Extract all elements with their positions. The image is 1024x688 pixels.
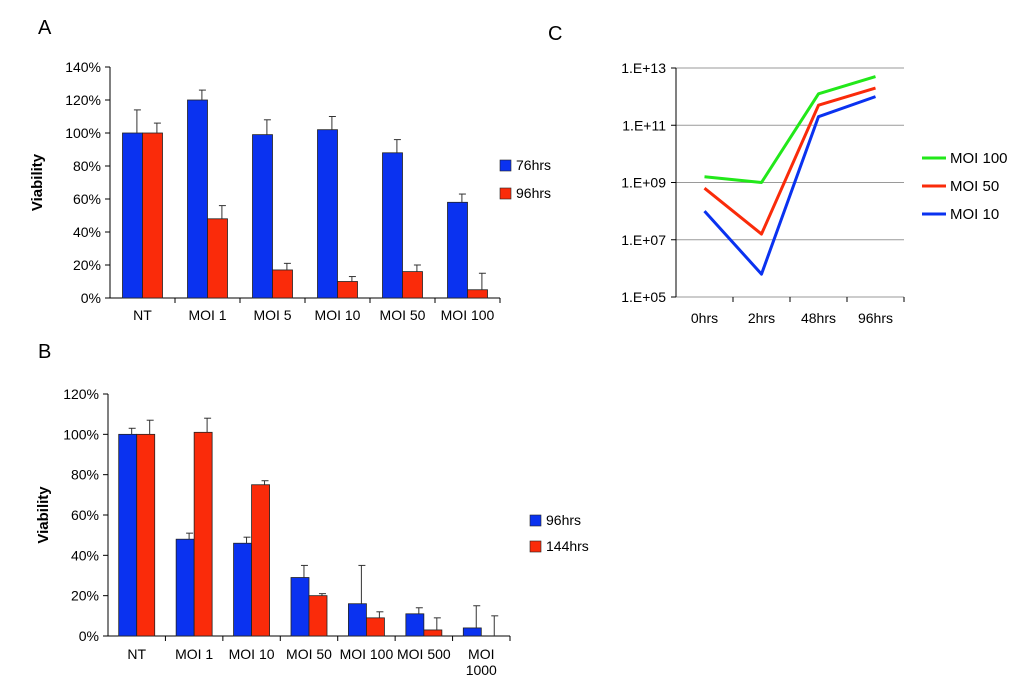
x-tick-label: MOI 500 [397,646,451,662]
chart-a: 0% 20% 40% 60% 80% 100% 120% 140% Viability NT MOI… [29,59,551,323]
y-tick-label: 1.E+13 [621,60,666,76]
x-tick-label-line: MOI [468,646,494,662]
y-tick-label: 100% [65,125,101,141]
bar-76hrs [187,99,208,299]
panel-label-c: C [548,23,562,45]
x-tick-label-line: MOI 100 [441,307,495,323]
x-tick-label-line: 1000 [466,662,497,678]
x-tick-label-line: MOI 50 [286,646,332,662]
y-tick-label: 20% [73,257,101,273]
x-tick-label-line: MOI 50 [380,307,426,323]
bar-96hrs [405,613,425,637]
bar-96hrs [207,218,228,299]
legend-label-76hrs: 76hrs [516,157,551,173]
chart-c: 1.E+05 1.E+07 1.E+09 1.E+11 1.E+13 0hrs 2hrs 48… [621,60,1007,326]
bar-76hrs [122,132,143,299]
bar-76hrs [447,201,468,299]
chart-b: 0% 20% 40% 60% 80% 100% 120% Viability NT MOI 1 MO… [35,386,589,678]
x-tick-label: 48hrs [801,310,836,326]
bar-76hrs [317,129,338,299]
x-tick-label: MOI 10 [315,307,361,323]
x-tick-label: NT [133,307,152,323]
x-tick-label: MOI 50 [286,646,332,662]
legend-label-MOI 100: MOI 100 [950,150,1008,167]
legend-label-96hrs: 96hrs [516,185,551,201]
bar-96hrs [402,271,423,299]
series-line-MOI 10 [703,95,876,276]
bar-96hrs [462,627,482,637]
bar-96hrs [118,433,138,637]
x-tick-label: 0hrs [691,310,718,326]
x-tick-label: MOI 50 [380,307,426,323]
legend-swatch-96hrs [499,187,512,200]
legend-swatch-96hrs [529,514,542,527]
bar-96hrs [175,538,195,637]
bar-96hrs [467,289,488,299]
y-tick-label: 1.E+07 [621,232,666,248]
y-axis-label: Viability [35,486,52,544]
y-tick-label: 1.E+05 [621,289,666,305]
x-tick-label-line: MOI 1 [175,646,213,662]
y-tick-label: 60% [73,191,101,207]
y-tick-label: 60% [71,507,99,523]
bar-144hrs [423,629,443,637]
x-tick-label: MOI 100 [441,307,495,323]
bar-144hrs [366,617,385,637]
x-tick-label: 96hrs [858,310,893,326]
x-tick-label-line: MOI 10 [315,307,361,323]
y-tick-label: 100% [63,426,99,442]
x-tick-label: MOI 1 [175,646,213,662]
bar-96hrs [233,542,252,637]
bar-96hrs [142,132,163,299]
x-tick-label-line: MOI 10 [229,646,275,662]
y-tick-label: 80% [73,158,101,174]
y-axis-label: Viability [29,153,46,211]
legend-label-MOI 10: MOI 10 [950,206,999,223]
series-line-MOI 100 [704,75,876,184]
x-tick-label-line: MOI 100 [340,646,394,662]
legend-swatch-144hrs [529,540,542,553]
x-tick-label-line: NT [127,646,146,662]
y-tick-label: 1.E+09 [621,175,666,191]
x-tick-label: MOI 1000 [466,646,497,678]
bar-144hrs [136,433,156,637]
bar-96hrs [348,603,367,637]
panel-label-b: B [38,341,51,363]
legend-swatch-76hrs [499,159,512,172]
y-tick-label: 1.E+11 [622,117,666,133]
y-tick-label: 120% [63,386,99,402]
bar-144hrs [251,484,270,637]
x-tick-label: MOI 5 [253,307,291,323]
y-tick-label: 0% [81,290,101,306]
x-tick-label-line: MOI 500 [397,646,451,662]
bar-96hrs [290,577,310,637]
legend-label-96hrs: 96hrs [546,512,581,528]
y-tick-label: 140% [65,59,101,75]
y-tick-label: 40% [73,224,101,240]
panel-label-a: A [38,17,52,39]
y-tick-label: 0% [79,628,99,644]
y-tick-label: 20% [71,588,99,604]
bar-96hrs [337,281,358,299]
x-tick-label: MOI 10 [229,646,275,662]
x-tick-label: MOI 100 [340,646,394,662]
x-tick-label-line: MOI 1 [188,307,226,323]
x-tick-label-line: NT [133,307,152,323]
bar-76hrs [382,152,403,299]
x-tick-label-line: MOI 5 [253,307,291,323]
y-tick-label: 120% [65,92,101,108]
legend-label-144hrs: 144hrs [546,538,589,554]
x-tick-label: 2hrs [748,310,775,326]
legend-label-MOI 50: MOI 50 [950,178,999,195]
bar-96hrs [272,269,293,299]
x-tick-label: MOI 1 [188,307,226,323]
x-tick-label: NT [127,646,146,662]
y-tick-label: 40% [71,547,99,563]
bar-144hrs [308,595,328,637]
y-tick-label: 80% [71,467,99,483]
bar-76hrs [252,134,273,299]
series-line-MOI 50 [703,86,876,236]
bar-144hrs [193,431,213,637]
